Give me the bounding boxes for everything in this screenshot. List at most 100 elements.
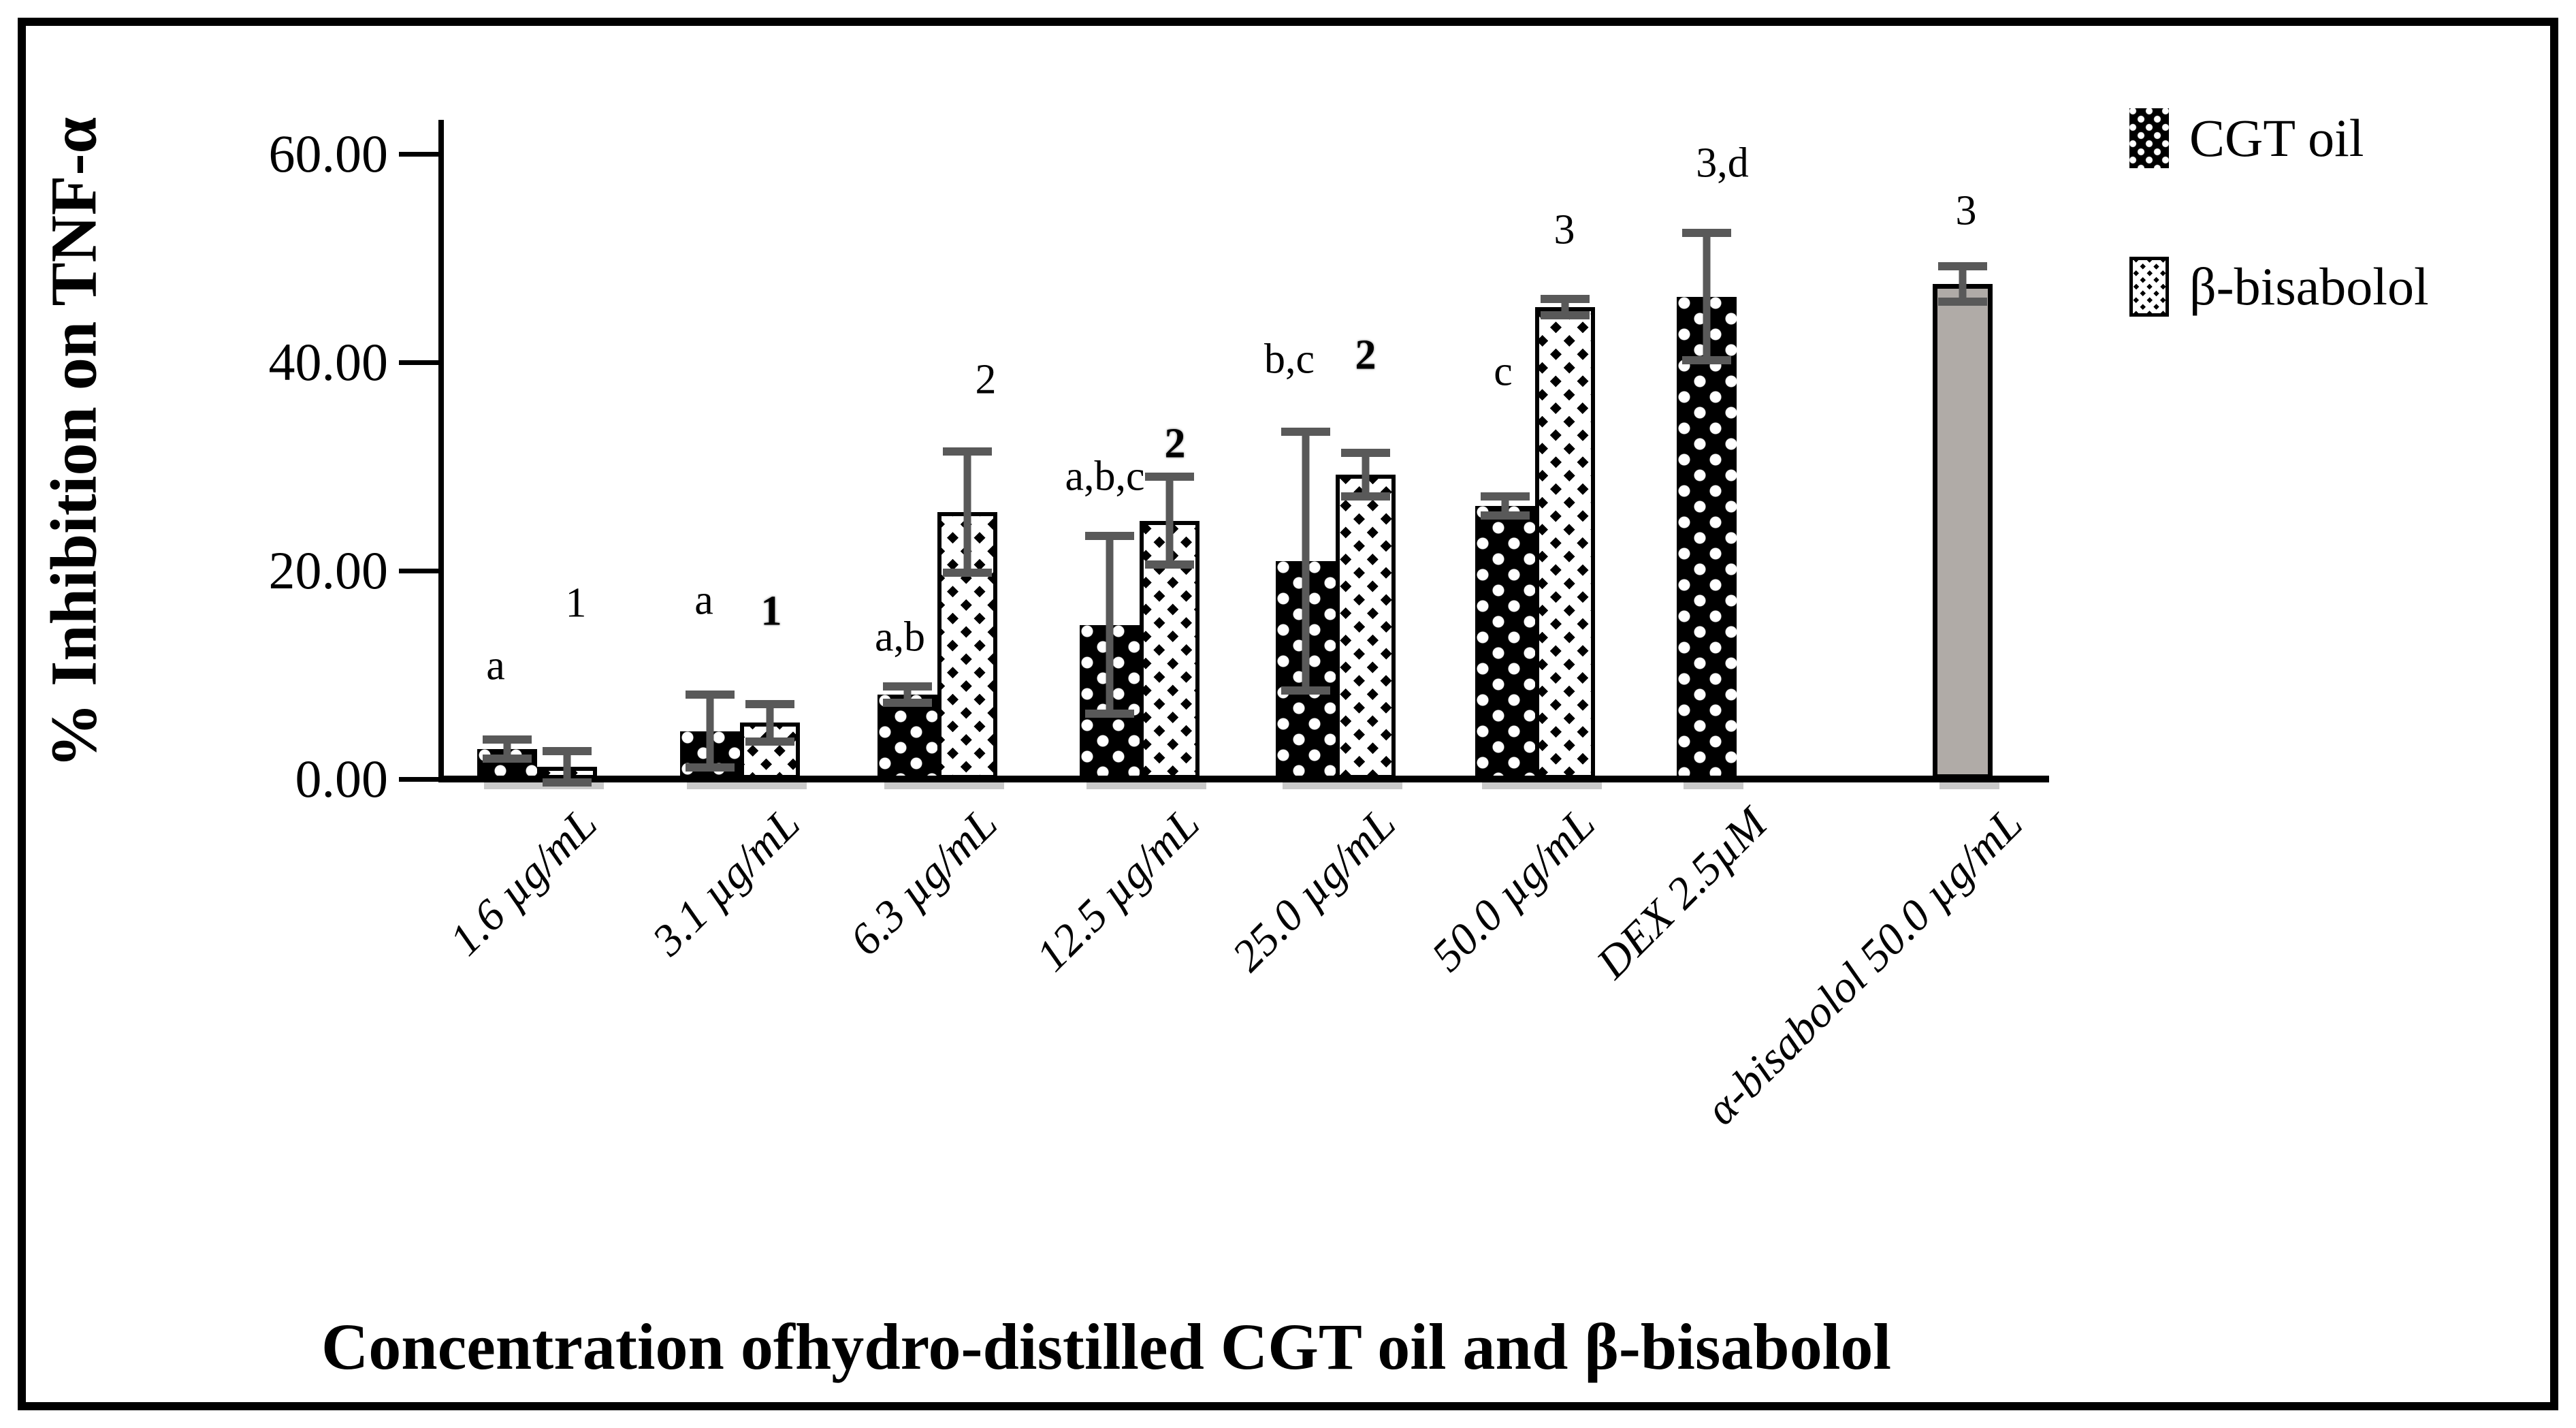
bar-shadow (747, 780, 807, 789)
significance-label: a (486, 642, 505, 689)
error-bar-line (1703, 229, 1711, 365)
bar-cgtoil (1475, 506, 1535, 779)
y-axis-tick-label: 20.00 (268, 541, 389, 600)
error-bar (943, 447, 992, 577)
error-bar-line (503, 735, 511, 763)
error-bar-cap-top (1481, 492, 1530, 501)
error-bar-cap-top (1541, 294, 1590, 303)
significance-label: 2 (975, 356, 997, 403)
error-bar-line (903, 682, 912, 708)
legend-item: β-bisabolol (2129, 256, 2429, 317)
error-bar-cap-bottom (1938, 298, 1987, 306)
significance-label: 1 (760, 588, 782, 635)
error-bar-cap-bottom (1281, 686, 1330, 695)
error-bar-line (1501, 492, 1509, 520)
bar-shadow (1146, 780, 1206, 789)
y-axis-tick (399, 360, 441, 365)
legend-swatch-cgt-oil (2129, 108, 2169, 168)
error-bar-line (1362, 448, 1370, 501)
significance-label: c (1494, 348, 1513, 395)
figure-border (18, 18, 2558, 1410)
bar-shadow (687, 780, 747, 789)
y-axis-tick-label: 40.00 (268, 332, 389, 392)
significance-label: a,b (874, 614, 926, 661)
error-bar-cap-bottom (1145, 560, 1194, 569)
y-axis-tick (399, 777, 441, 782)
significance-label: 2 (1164, 420, 1186, 467)
error-bar (686, 690, 735, 772)
bar-cgtoil (1677, 297, 1737, 779)
legend-label: β-bisabolol (2189, 257, 2429, 316)
y-axis-title: % Inhibition on TNF-α (37, 116, 110, 769)
error-bar-cap-top (1085, 532, 1134, 541)
error-bar (1541, 294, 1590, 320)
significance-label: 2 (1355, 332, 1376, 379)
error-bar-cap-bottom (1481, 511, 1530, 520)
y-axis-tick-label: 60.00 (268, 124, 389, 183)
error-bar-cap-top (943, 447, 992, 456)
error-bar-cap-top (543, 746, 592, 755)
error-bar-line (563, 746, 571, 787)
legend-swatch-beta-bisabolol (2129, 257, 2169, 317)
error-bar-cap-top (1341, 448, 1390, 457)
error-bar-cap-top (1682, 229, 1731, 238)
bar-bisabolol (1535, 307, 1595, 779)
y-axis-line (438, 120, 444, 782)
bar-shadow (1086, 780, 1146, 789)
legend-item: CGT oil (2129, 108, 2364, 169)
error-bar (745, 699, 794, 746)
error-bar-cap-top (686, 690, 735, 699)
error-bar-line (1959, 262, 1967, 306)
error-bar (1341, 448, 1390, 501)
y-axis-tick-label: 0.00 (295, 749, 389, 808)
x-axis-line (438, 776, 2049, 782)
error-bar-line (1165, 473, 1174, 569)
significance-label: a (694, 577, 713, 624)
error-bar-cap-bottom (1085, 709, 1134, 718)
bar-shadow (1684, 780, 1743, 789)
error-bar (1085, 532, 1134, 718)
bar-shadow (944, 780, 1004, 789)
significance-label: 3 (1553, 206, 1575, 253)
error-bar-line (1561, 294, 1569, 320)
bar-shadow (1542, 780, 1602, 789)
bar-shadow (484, 780, 544, 789)
error-bar-line (766, 699, 774, 746)
y-axis-tick (399, 569, 441, 573)
error-bar (1145, 473, 1194, 569)
error-bar-cap-top (1938, 262, 1987, 271)
significance-label: a,b,c (1065, 453, 1145, 500)
significance-label: 3 (1955, 187, 1977, 234)
error-bar-cap-bottom (543, 778, 592, 787)
error-bar (483, 735, 532, 763)
bar-shadow (1939, 780, 1999, 789)
legend-label: CGT oil (2189, 108, 2364, 168)
error-bar-cap-bottom (483, 754, 532, 763)
error-bar-cap-top (883, 682, 932, 691)
error-bar-cap-bottom (686, 763, 735, 772)
bar-shadow (1283, 780, 1342, 789)
error-bar (1481, 492, 1530, 520)
error-bar-cap-bottom (943, 569, 992, 577)
bar-bisabolol (1933, 284, 1993, 779)
error-bar-cap-bottom (883, 699, 932, 708)
error-bar-cap-top (1281, 428, 1330, 437)
y-axis-tick (399, 152, 441, 157)
significance-label: 1 (565, 580, 587, 626)
error-bar-line (963, 447, 971, 577)
bar-bisabolol (1336, 475, 1396, 779)
error-bar (883, 682, 932, 708)
error-bar-cap-bottom (1341, 492, 1390, 501)
x-axis-title: Concentration ofhydro-distilled CGT oil … (321, 1310, 1892, 1383)
significance-label: b,c (1263, 336, 1315, 383)
significance-label: 3,d (1696, 140, 1749, 187)
error-bar (1682, 229, 1731, 365)
error-bar-line (1302, 428, 1310, 695)
error-bar-cap-bottom (1682, 356, 1731, 365)
error-bar-line (1106, 532, 1114, 718)
bar-shadow (1482, 780, 1542, 789)
error-bar-cap-bottom (745, 737, 794, 746)
error-bar (1938, 262, 1987, 306)
error-bar (543, 746, 592, 787)
